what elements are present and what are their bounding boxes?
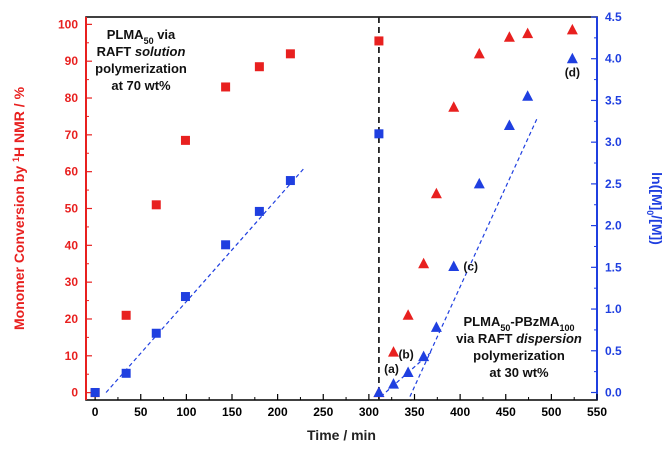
linear-fit-line: [409, 116, 539, 397]
square-marker: [374, 36, 384, 46]
triangle-marker: [566, 23, 578, 35]
y-right-axis-title: ln([M]0/[M]): [645, 172, 665, 245]
point-label: (b): [398, 347, 413, 361]
dispersion-annotation-line: via RAFT dispersion: [456, 331, 582, 346]
dispersion-annotation-line: at 30 wt%: [489, 365, 549, 380]
triangle-marker: [430, 321, 442, 332]
x-tick-label: 100: [176, 405, 196, 419]
y-right-tick-label: 4.5: [605, 10, 622, 24]
triangle-marker: [402, 309, 414, 320]
point-label: (a): [384, 362, 399, 376]
y-left-tick-label: 70: [65, 128, 79, 142]
y-left-tick-label: 40: [65, 238, 79, 252]
x-tick-label: 550: [587, 405, 607, 419]
x-tick-label: 200: [268, 405, 288, 419]
x-tick-label: 150: [222, 405, 242, 419]
solution-annotation-line: polymerization: [95, 61, 187, 76]
triangle-marker: [522, 27, 534, 39]
square-marker: [151, 200, 161, 210]
triangle-marker: [388, 346, 400, 357]
square-marker: [285, 176, 295, 186]
x-tick-label: 50: [134, 405, 148, 419]
triangle-marker: [418, 257, 430, 269]
triangle-marker: [448, 101, 460, 112]
triangle-marker: [430, 187, 442, 199]
y-left-tick-label: 80: [65, 91, 79, 105]
square-marker: [121, 310, 131, 320]
square-marker: [90, 387, 100, 397]
triangle-marker: [402, 366, 414, 377]
y-left-tick-label: 100: [58, 17, 78, 31]
y-right-tick-label: 3.0: [605, 135, 622, 149]
square-marker: [254, 62, 264, 72]
x-tick-label: 350: [404, 405, 424, 419]
x-tick-label: 400: [450, 405, 470, 419]
square-marker: [180, 135, 190, 145]
point-label: (c): [463, 259, 478, 273]
y-right-tick-label: 0.0: [605, 385, 622, 399]
y-right-tick-label: 3.5: [605, 93, 622, 107]
y-right-tick-label: 2.0: [605, 219, 622, 233]
y-left-tick-label: 60: [65, 165, 79, 179]
dispersion-annotation-line: polymerization: [473, 348, 565, 363]
triangle-marker: [418, 350, 430, 362]
triangle-marker: [448, 260, 460, 271]
triangle-marker: [388, 378, 400, 389]
square-marker: [221, 240, 231, 250]
triangle-marker: [503, 31, 515, 42]
triangle-marker: [503, 119, 515, 130]
y-left-tick-label: 90: [65, 54, 79, 68]
square-marker: [121, 368, 131, 378]
x-tick-label: 500: [541, 405, 561, 419]
y-left-tick-label: 30: [65, 275, 79, 289]
y-left-tick-label: 50: [65, 202, 79, 216]
x-tick-label: 250: [313, 405, 333, 419]
solution-annotation-line: RAFT solution: [97, 44, 186, 59]
square-marker: [151, 328, 161, 338]
y-right-tick-label: 0.5: [605, 344, 622, 358]
y-right-tick-label: 1.5: [605, 260, 622, 274]
y-right-tick-label: 2.5: [605, 177, 622, 191]
y-left-tick-label: 20: [65, 312, 79, 326]
y-left-axis-title: Monomer Conversion by 1H NMR / %: [11, 86, 27, 330]
y-left-tick-label: 0: [71, 386, 78, 400]
triangle-marker: [473, 47, 485, 59]
triangle-marker: [473, 177, 485, 189]
square-marker: [254, 206, 264, 216]
square-marker: [221, 82, 231, 92]
solution-annotation-line: at 70 wt%: [111, 78, 171, 93]
y-right-tick-label: 1.0: [605, 302, 622, 316]
x-tick-label: 300: [359, 405, 379, 419]
square-marker: [374, 129, 384, 139]
x-axis-title: Time / min: [307, 427, 376, 443]
triangle-marker: [373, 386, 385, 397]
linear-fit-line: [105, 166, 306, 393]
square-marker: [285, 49, 295, 59]
x-tick-label: 0: [92, 405, 99, 419]
solution-annotation-line: PLMA50 via: [107, 27, 176, 46]
square-marker: [180, 292, 190, 302]
x-tick-label: 450: [496, 405, 516, 419]
dispersion-annotation-line: PLMA50-PBzMA100: [464, 314, 575, 333]
y-left-tick-label: 10: [65, 349, 79, 363]
triangle-marker: [566, 52, 578, 64]
point-label: (d): [565, 66, 580, 80]
triangle-marker: [522, 90, 534, 101]
y-right-tick-label: 4.0: [605, 52, 622, 66]
